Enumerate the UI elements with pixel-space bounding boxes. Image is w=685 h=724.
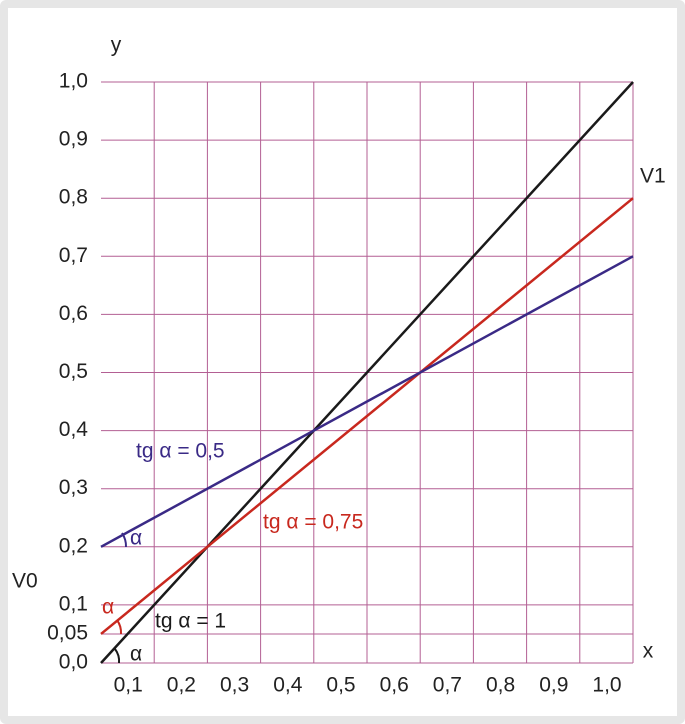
annotation: α [130, 527, 142, 550]
series-line [100, 81, 634, 664]
x-tick-label: 0,2 [167, 674, 196, 697]
y-tick-label: 0,5 [59, 360, 88, 383]
series-line [100, 255, 634, 548]
y-tick-label: 0,7 [59, 244, 88, 267]
annotation: α [130, 643, 142, 666]
angle-arc [114, 648, 121, 664]
y-tick-label: 0,0 [59, 651, 88, 674]
y-tick-label: 0,9 [59, 128, 88, 151]
x-tick-label: 0,7 [433, 674, 462, 697]
x-tick-label: 0,8 [486, 674, 515, 697]
series-line [100, 197, 634, 635]
angle-arc [121, 532, 127, 548]
x-tick-label: 0,1 [114, 674, 143, 697]
y-tick-label: 0,3 [59, 476, 88, 499]
y-tick-label: 0,6 [59, 302, 88, 325]
x-tick-label: 0,9 [539, 674, 568, 697]
series-label: tg α = 1 [155, 610, 226, 633]
x-tick-label: 0,3 [220, 674, 249, 697]
annotation: α [102, 596, 114, 619]
angle-arc [116, 619, 123, 635]
y-tick-label: 0,4 [59, 418, 89, 441]
x-tick-label: 1,0 [592, 674, 621, 697]
x-tick-label: 0,4 [273, 674, 303, 697]
annotation: V1 [640, 165, 666, 188]
x-tick-label: 0,6 [380, 674, 409, 697]
y-tick-label: 0,2 [59, 534, 88, 557]
y-axis-label: y [111, 34, 122, 57]
x-tick-label: 0,5 [326, 674, 355, 697]
y-tick-label: 1,0 [59, 70, 88, 93]
y-tick-label: 0,1 [59, 592, 88, 615]
x-axis-label: x [643, 640, 654, 663]
series-label: tg α = 0,5 [136, 440, 225, 463]
series-label: tg α = 0,75 [263, 511, 363, 534]
y-tick-label: 0,8 [59, 186, 88, 209]
y-tick-label: 0,05 [47, 621, 88, 644]
annotation: V0 [12, 570, 38, 593]
